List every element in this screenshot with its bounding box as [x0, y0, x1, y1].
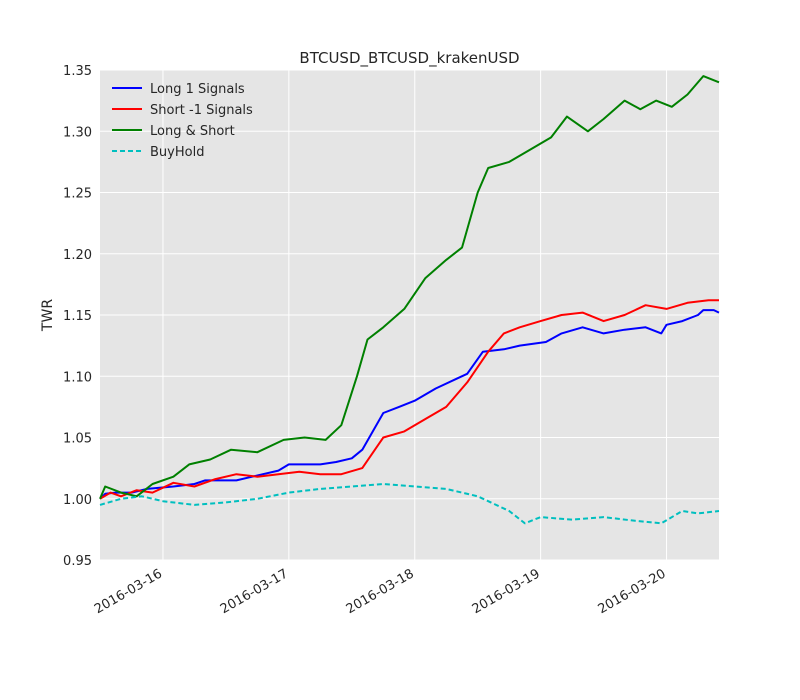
legend-label-1: Short -1 Signals	[150, 103, 253, 118]
y-tick-label: 1.00	[63, 493, 92, 508]
x-tick-label: 2016-03-19	[470, 566, 543, 617]
y-tick-label: 1.20	[63, 248, 92, 263]
legend-label-2: Long & Short	[150, 124, 235, 139]
y-tick-label: 1.25	[63, 187, 92, 202]
x-tick-label: 2016-03-20	[596, 566, 669, 617]
grid	[100, 69, 719, 561]
y-tick-label: 0.95	[63, 554, 92, 569]
x-tick-label: 2016-03-16	[92, 566, 165, 617]
legend-label-0: Long 1 Signals	[150, 82, 245, 97]
y-tick-label: 1.15	[63, 309, 92, 324]
series-layer	[99, 75, 720, 525]
x-axis: 2016-03-16 2016-03-17 2016-03-18 2016-03-19…	[92, 566, 669, 617]
y-axis: 0.95 1.00 1.05 1.10 1.15 1.20 1.25 1.30 1.35	[63, 64, 92, 569]
x-tick-label: 2016-03-18	[344, 566, 417, 617]
chart-title: BTCUSD_BTCUSD_krakenUSD	[299, 49, 519, 68]
legend: Long 1 Signals Short -1 Signals Long & Sho…	[112, 82, 253, 160]
series-line-3	[99, 483, 720, 525]
series-line-1	[99, 299, 719, 500]
series-line-0	[99, 309, 720, 500]
series-line-2	[99, 75, 720, 500]
y-axis-label: TWR	[40, 299, 56, 332]
y-tick-label: 1.05	[63, 432, 92, 447]
y-tick-label: 1.35	[63, 64, 92, 79]
x-tick-label: 2016-03-17	[218, 566, 291, 617]
y-tick-label: 1.30	[63, 125, 92, 140]
legend-label-3: BuyHold	[150, 145, 204, 160]
y-tick-label: 1.10	[63, 370, 92, 385]
